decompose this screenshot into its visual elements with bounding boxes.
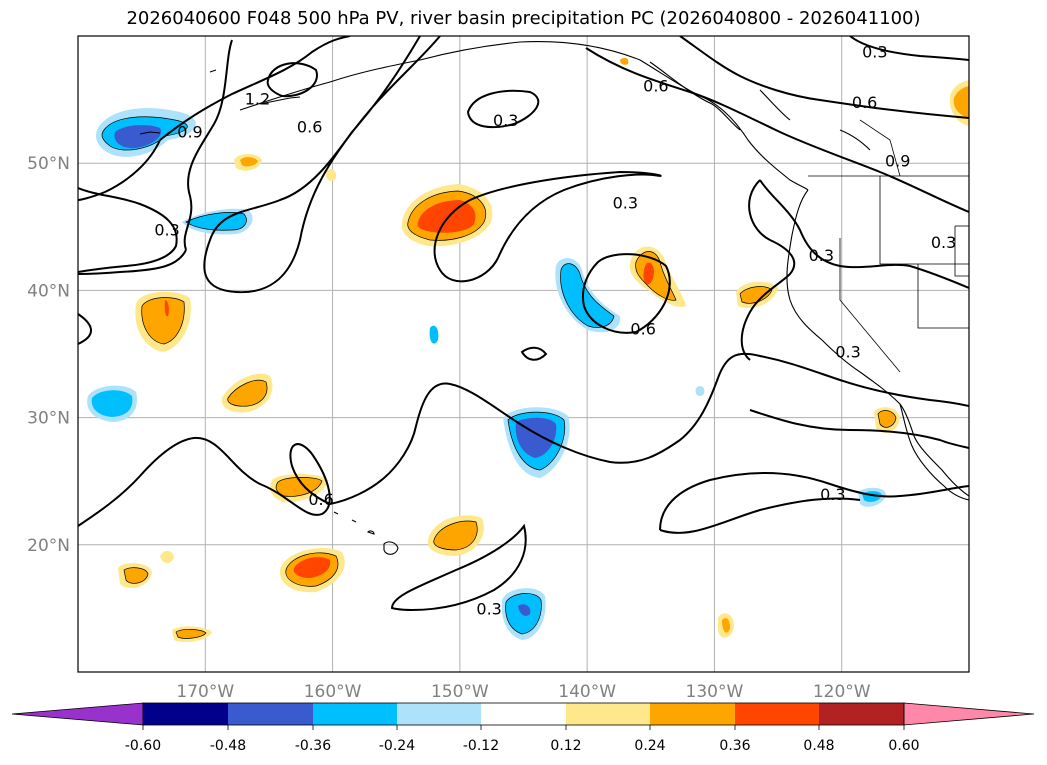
- precip-pos-21n-mid: [433, 520, 478, 550]
- contour-label-8: 0.3: [154, 220, 179, 239]
- precip-pos-47n-core: [417, 200, 476, 233]
- precip-pos-13n-east-mid: [722, 618, 730, 633]
- contour-label-7: 0.9: [885, 152, 910, 171]
- map-title: 2026040600 F048 500 hPa PV, river basin …: [126, 8, 921, 29]
- pv-contours: [78, 36, 969, 612]
- contour-label-9: 0.3: [613, 194, 638, 213]
- precip-shading: [87, 57, 969, 642]
- contour-label-4: 0.6: [643, 77, 668, 96]
- colorbar-bin-2: [228, 703, 313, 725]
- colorbar-bin-8: [735, 703, 819, 725]
- contour-label-1: 0.9: [177, 122, 202, 141]
- contour-label-3: 0.3: [493, 111, 518, 130]
- colorbar-bin-7: [650, 703, 735, 725]
- colorbar-label-2: -0.36: [295, 738, 331, 754]
- precip-neg-westpac-mid: [91, 390, 133, 417]
- precip-pos-17n-mid: [124, 567, 148, 584]
- contour-label-11: 0.3: [931, 233, 956, 252]
- lat-tick-label-3: 50°N: [27, 154, 70, 174]
- colorbar: -0.60 -0.48 -0.36 -0.24 -0.12 0.12 0.24 0.36 0.4…: [11, 702, 1035, 754]
- lat-tick-label-1: 30°N: [27, 409, 70, 429]
- precip-pos-42n-core: [643, 262, 654, 285]
- coastlines: [139, 40, 969, 501]
- contour-label-6: 0.6: [852, 93, 877, 112]
- lon-tick-label-4: 130°W: [686, 682, 744, 702]
- precip-pos-small-ak: [620, 57, 629, 65]
- precip-pos-ne-mid: [953, 86, 969, 118]
- precip-neg-south-core: [518, 604, 531, 616]
- precip-neg-aleutian-core: [114, 124, 162, 149]
- precip-pos-13n-mid: [176, 629, 206, 639]
- precip-pos-tiny: [325, 169, 337, 181]
- lat-tick-label-0: 20°N: [27, 536, 70, 556]
- colorbar-bin-5: [481, 703, 566, 725]
- map-frame: [77, 35, 970, 673]
- precip-pos-42n-mid: [635, 251, 676, 301]
- latitude-tick-labels: 20°N 30°N 40°N 50°N: [27, 154, 70, 556]
- precip-pos-38n-core: [164, 300, 169, 317]
- lon-tick-label-2: 150°W: [431, 682, 489, 702]
- colorbar-labels: -0.60 -0.48 -0.36 -0.24 -0.12 0.12 0.24 0.36 0.4…: [125, 725, 920, 754]
- contour-label-2: 0.6: [297, 117, 322, 136]
- precip-outlines: [101, 116, 897, 639]
- colorbar-label-7: 0.36: [719, 738, 750, 754]
- colorbar-extend-min: [11, 702, 144, 726]
- precip-neg-small: [429, 325, 439, 344]
- colorbar-label-1: -0.48: [210, 738, 246, 754]
- precip-pos-30n-east-mid: [878, 410, 896, 428]
- colorbar-label-8: 0.48: [803, 738, 834, 754]
- contour-labels: 1.2 0.9 0.6 0.3 0.6 0.3 0.6 0.9 0.3 0.3 0.3 0.3 0.6 0…: [154, 42, 956, 618]
- contour-label-15: 0.3: [820, 485, 845, 504]
- colorbar-label-4: -0.12: [463, 738, 499, 754]
- colorbar-frame: [142, 702, 905, 726]
- colorbar-label-9: 0.60: [888, 738, 919, 754]
- precip-pos-38n-mid: [141, 297, 185, 344]
- precip-pos-32n-mid: [227, 380, 268, 407]
- contour-label-5: 0.3: [862, 42, 887, 61]
- colorbar-bin-1: [143, 703, 228, 725]
- lon-tick-label-1: 160°W: [304, 682, 362, 702]
- colorbar-bin-3: [313, 703, 397, 725]
- colorbar-extend-max: [903, 702, 1035, 726]
- longitude-tick-labels: 170°W 160°W 150°W 140°W 130°W 120°W: [176, 682, 870, 702]
- contour-label-0: 1.2: [245, 89, 270, 108]
- lon-tick-label-3: 140°W: [558, 682, 616, 702]
- contour-label-10: 0.3: [809, 246, 834, 265]
- colorbar-label-6: 0.24: [634, 738, 665, 754]
- colorbar-bin-4: [397, 703, 481, 725]
- colorbar-bin-6: [566, 703, 650, 725]
- hawaiian-islands: [333, 511, 399, 555]
- lat-tick-label-2: 40°N: [27, 281, 70, 301]
- precip-neg-40n-mid: [560, 263, 614, 328]
- lon-tick-label-5: 120°W: [813, 682, 871, 702]
- precip-pos-18n-core: [293, 557, 331, 578]
- colorbar-label-3: -0.24: [379, 738, 415, 754]
- precip-neg-small2: [695, 386, 705, 396]
- map-area: 1.2 0.9 0.6 0.3 0.6 0.3 0.6 0.9 0.3 0.3 0.3 0.3 0.6 0…: [78, 36, 969, 672]
- contour-label-12: 0.6: [630, 320, 655, 339]
- colorbar-label-5: 0.12: [550, 738, 581, 754]
- lon-tick-label-0: 170°W: [176, 682, 234, 702]
- contour-label-16: 0.3: [476, 599, 501, 618]
- precip-pos-39n-mid: [740, 286, 772, 304]
- colorbar-label-0: -0.60: [125, 738, 161, 754]
- contour-label-13: 0.3: [835, 342, 860, 361]
- precip-pos-19n-tiny: [160, 550, 174, 564]
- precip-pos-bering-mid: [240, 157, 258, 167]
- colorbar-bin-9: [819, 703, 904, 725]
- contour-label-14: 0.6: [308, 490, 333, 509]
